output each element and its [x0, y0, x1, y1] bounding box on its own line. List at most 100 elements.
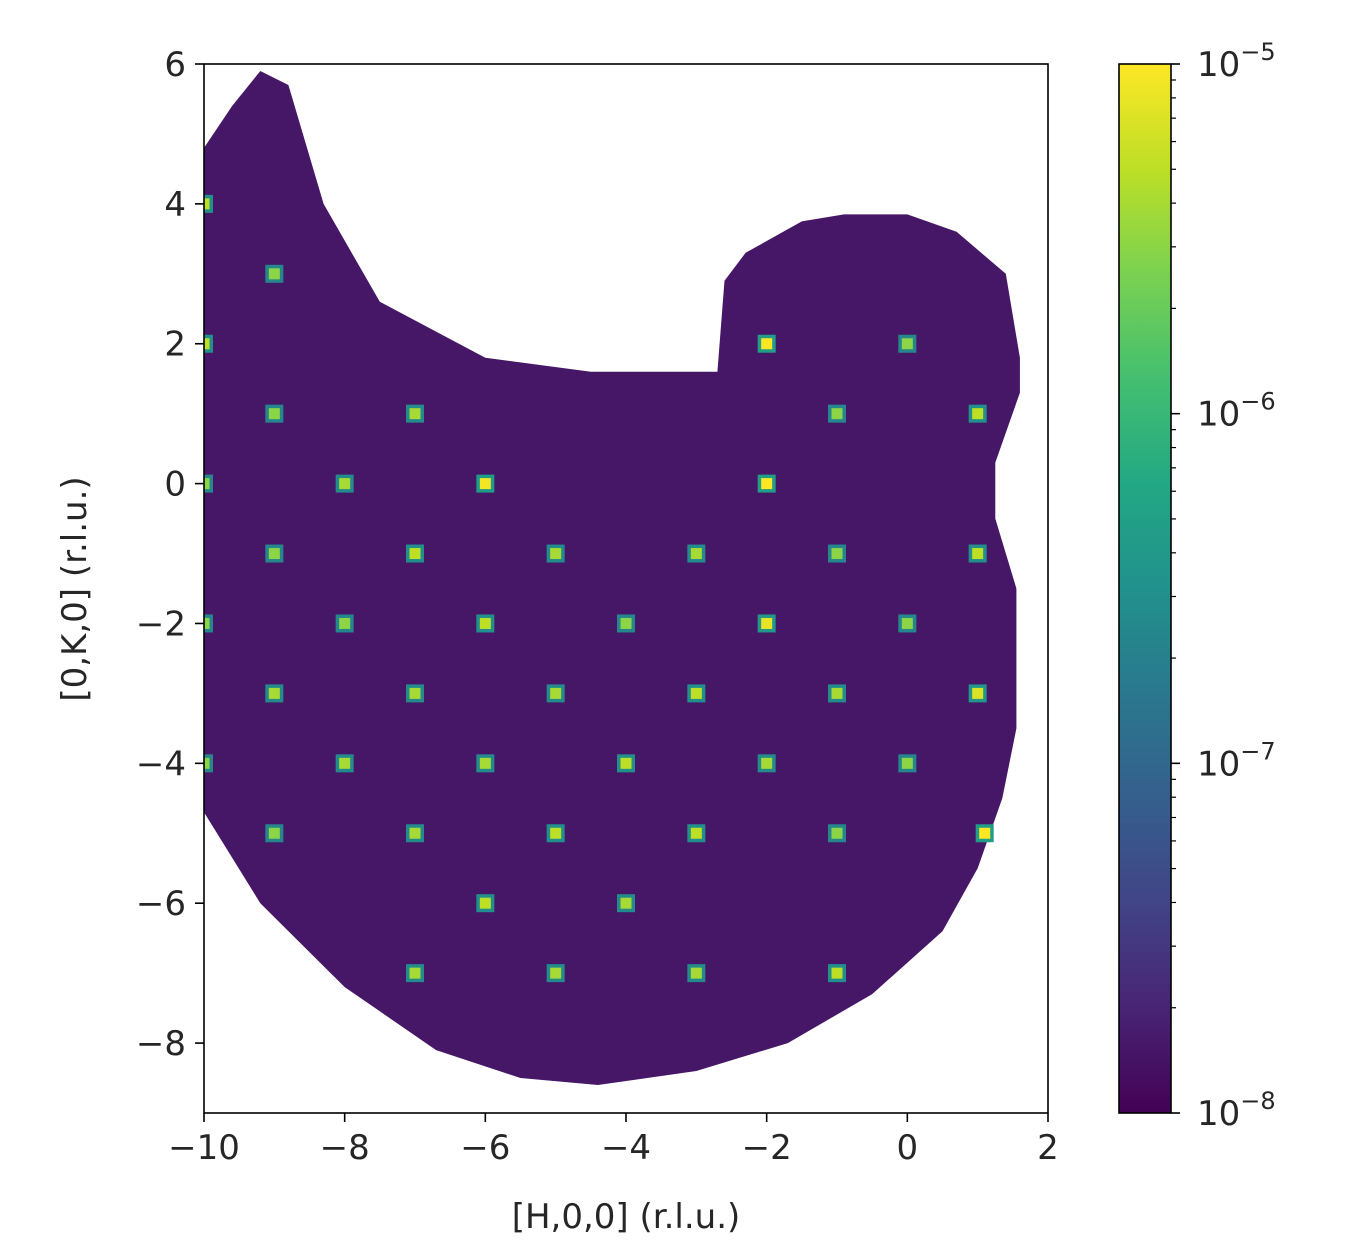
peak-core: [204, 617, 210, 629]
peak-core: [479, 478, 491, 490]
bragg-peak: [687, 684, 706, 703]
bragg-peak: [757, 334, 776, 353]
peak-core: [901, 757, 913, 769]
bragg-peak: [968, 404, 987, 423]
bragg-peak: [204, 334, 213, 353]
bragg-peak: [617, 754, 635, 773]
peak-core: [831, 827, 843, 839]
bragg-peak: [968, 684, 987, 703]
bragg-peak: [898, 614, 917, 633]
bragg-peak: [687, 544, 706, 563]
peak-core: [339, 757, 351, 769]
peak-core: [550, 548, 562, 560]
y-tick-label: −8: [136, 1024, 186, 1064]
bragg-peak: [406, 824, 424, 843]
peak-core: [690, 548, 702, 560]
bragg-peak: [757, 754, 776, 773]
peak-core: [972, 408, 984, 420]
peak-core: [690, 827, 702, 839]
bragg-peak: [204, 614, 213, 633]
peak-core: [204, 198, 210, 210]
heatmap-layer: [204, 71, 1020, 1085]
peak-core: [409, 408, 421, 420]
peak-core: [690, 687, 702, 699]
bragg-peak: [265, 684, 284, 703]
bragg-peak: [687, 964, 706, 983]
bragg-peaks: [204, 194, 994, 983]
bragg-peak: [406, 544, 424, 563]
bragg-peak: [204, 194, 213, 213]
bragg-peak: [898, 754, 917, 773]
y-axis-label: [0,K,0] (r.l.u.): [55, 476, 95, 701]
bragg-peak: [265, 544, 284, 563]
peak-core: [831, 548, 843, 560]
peak-core: [409, 687, 421, 699]
y-tick-label: 2: [164, 325, 186, 365]
x-axis-ticks: −10 −8 −6 −4 −2 0 2: [168, 1113, 1059, 1168]
colorbar-tick-label: 10−5: [1197, 38, 1276, 85]
bragg-peak: [476, 754, 495, 773]
peak-core: [409, 967, 421, 979]
peak-core: [479, 757, 491, 769]
bragg-peak: [968, 544, 987, 563]
colorbar: 10−8 10−7 10−6 10−5: [1118, 38, 1276, 1134]
colorbar-tick-label: 10−8: [1197, 1087, 1276, 1134]
bragg-peak: [617, 894, 635, 913]
peak-core: [761, 478, 773, 490]
peak-core: [204, 757, 210, 769]
bragg-peak: [406, 404, 424, 423]
x-tick-label: −10: [168, 1128, 240, 1168]
x-tick-label: 2: [1037, 1128, 1059, 1168]
y-tick-label: −2: [136, 604, 186, 644]
peak-core: [972, 548, 984, 560]
peak-core: [479, 617, 491, 629]
bragg-peak: [828, 684, 846, 703]
peak-core: [550, 687, 562, 699]
colorbar-major-ticks: 10−8 10−7 10−6 10−5: [1171, 38, 1276, 1134]
peak-core: [761, 338, 773, 350]
bragg-peak: [476, 894, 495, 913]
y-tick-label: −6: [136, 884, 186, 924]
peak-core: [479, 897, 491, 909]
peak-core: [204, 338, 210, 350]
peak-core: [620, 617, 632, 629]
peak-core: [690, 967, 702, 979]
bragg-peak: [546, 824, 565, 843]
x-axis-label: [H,0,0] (r.l.u.): [512, 1197, 741, 1237]
peak-core: [268, 548, 280, 560]
colorbar-tick-label: 10−6: [1197, 388, 1276, 435]
bragg-peak: [687, 824, 706, 843]
colorbar-tick-label: 10−7: [1197, 737, 1276, 784]
peak-core: [339, 478, 351, 490]
peak-core: [339, 617, 351, 629]
bragg-peak: [335, 474, 354, 493]
bragg-peak: [546, 964, 565, 983]
peak-core: [268, 827, 280, 839]
peak-core: [831, 967, 843, 979]
bragg-peak: [828, 824, 846, 843]
bragg-peak: [757, 614, 776, 633]
peak-core: [761, 757, 773, 769]
peak-core: [761, 617, 773, 629]
y-tick-label: 6: [164, 45, 186, 85]
bragg-peak: [828, 404, 846, 423]
peak-core: [550, 967, 562, 979]
coverage-region: [204, 71, 1020, 1085]
x-tick-label: −8: [320, 1128, 370, 1168]
bragg-peak: [335, 754, 354, 773]
x-tick-label: 0: [897, 1128, 919, 1168]
peak-core: [979, 827, 991, 839]
y-tick-label: 0: [164, 465, 186, 505]
peak-core: [831, 687, 843, 699]
bragg-peak: [828, 964, 846, 983]
bragg-peak: [546, 544, 565, 563]
plot-area: −10 −8 −6 −4 −2 0 2 −8 −6 −4 −2 0 2 4 6 [H,0,0] (r.l.…: [55, 45, 1059, 1237]
peak-core: [901, 617, 913, 629]
bragg-peak: [335, 614, 354, 633]
bragg-peak: [265, 404, 284, 423]
peak-core: [972, 687, 984, 699]
colorbar-gradient: [1118, 63, 1172, 1114]
peak-core: [831, 408, 843, 420]
bragg-peak: [406, 684, 424, 703]
